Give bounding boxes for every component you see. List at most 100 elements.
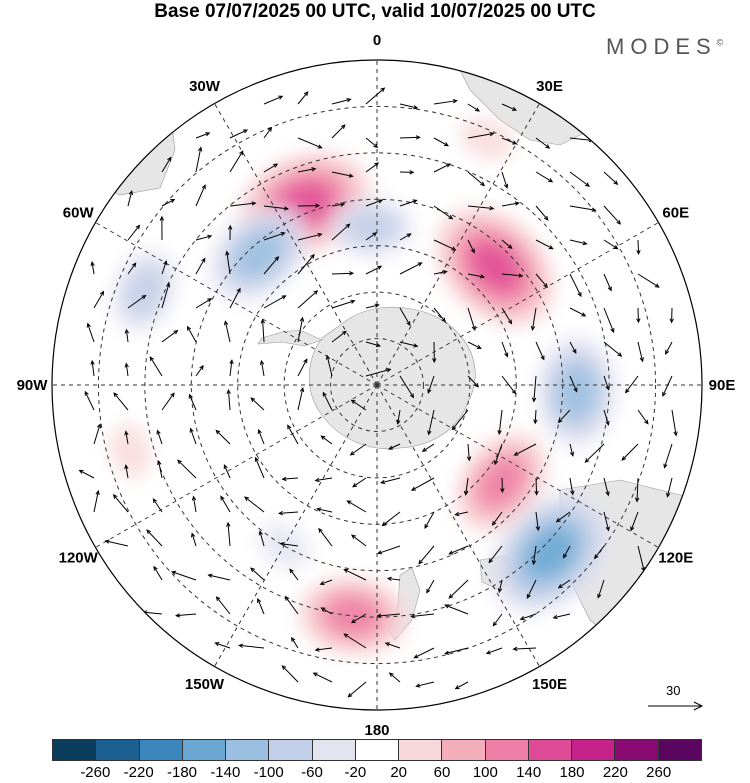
wind-vector	[195, 234, 213, 241]
wind-vector	[229, 150, 244, 173]
wind-vector	[501, 171, 509, 189]
wind-vector	[127, 294, 147, 309]
wind-vector	[297, 232, 323, 241]
wind-vector	[189, 427, 197, 445]
meridian-line	[214, 384, 378, 667]
wind-vector	[636, 239, 641, 256]
wind-vector	[512, 646, 537, 652]
wind-vector	[350, 613, 367, 624]
wind-vector	[399, 233, 412, 241]
meridian-line	[214, 103, 378, 386]
colorbar-swatch	[139, 739, 183, 761]
wind-vector	[93, 290, 105, 309]
wind-vector	[331, 330, 347, 343]
wind-vector	[124, 362, 129, 377]
wind-vector	[535, 273, 548, 289]
wind-vector	[467, 273, 486, 279]
wind-vector	[433, 239, 457, 251]
wind-vector	[229, 129, 249, 139]
wind-vector	[84, 390, 95, 411]
wind-vector	[597, 579, 605, 599]
wind-vector	[297, 203, 321, 208]
wind-vector	[603, 239, 619, 250]
wind-vector	[161, 156, 172, 173]
wind-vector	[501, 239, 513, 249]
wind-vector	[343, 633, 367, 649]
brand-mark: ©	[716, 37, 724, 48]
wind-vector	[380, 477, 401, 485]
wind-vector	[207, 573, 231, 581]
anomaly-contour	[459, 117, 514, 161]
wind-vector	[152, 498, 163, 513]
wind-vector	[127, 224, 141, 241]
wind-vector	[563, 545, 571, 559]
anomaly-contour	[478, 456, 525, 508]
brand-logo: MODES©	[606, 34, 723, 60]
wind-vector	[263, 295, 287, 309]
wind-vector	[603, 307, 615, 334]
wind-vector	[384, 642, 401, 649]
wind-vector	[594, 545, 605, 560]
wind-vector	[603, 205, 622, 225]
wind-vector	[388, 672, 401, 683]
wind-vector	[257, 597, 265, 615]
wind-vector	[467, 103, 481, 112]
wind-vector	[519, 613, 537, 621]
wind-vector	[467, 239, 475, 254]
antarctic-peninsula	[257, 329, 323, 347]
wind-vector	[289, 568, 299, 581]
wind-vector	[621, 443, 639, 461]
wind-vector	[399, 375, 415, 399]
wind-vector	[634, 477, 640, 503]
wind-vector	[467, 375, 480, 388]
longitude-label: 30W	[189, 78, 221, 95]
colorbar-swatch	[96, 739, 140, 761]
wind-vector	[376, 613, 401, 618]
wind-vector	[331, 299, 356, 309]
wind-vector	[149, 356, 163, 377]
latitude-circle	[97, 105, 657, 665]
wind-vector	[226, 521, 231, 547]
wind-vector	[287, 424, 299, 445]
wind-vector	[127, 190, 134, 207]
wind-vector	[146, 529, 163, 547]
wind-vector	[501, 137, 518, 145]
wind-vector	[501, 341, 509, 358]
wind-vector	[214, 641, 231, 649]
wind-vector	[427, 409, 435, 436]
wind-vector	[396, 409, 401, 425]
wind-vector	[78, 469, 95, 479]
wind-vector	[161, 282, 171, 309]
wind-vector	[93, 489, 100, 513]
wind-vector	[352, 477, 367, 488]
wind-vector	[297, 358, 308, 377]
colorbar-tick-label: 140	[516, 764, 542, 781]
wind-vector	[263, 126, 273, 139]
wind-vector	[319, 579, 333, 586]
wind-vector	[124, 430, 129, 445]
longitude-label: 120E	[658, 550, 693, 567]
wind-vector	[186, 325, 197, 343]
colorbar-tick-label: 260	[646, 764, 672, 781]
wind-vector	[281, 476, 299, 482]
wind-vector	[365, 87, 386, 105]
colorbar-tick-label: -60	[301, 764, 323, 781]
wind-vector	[112, 494, 129, 513]
wind-vector	[526, 579, 537, 599]
wind-vector	[444, 604, 469, 615]
anomaly-field	[109, 117, 617, 657]
wind-vector	[331, 202, 346, 207]
wind-vector	[463, 477, 469, 496]
wind-vector	[467, 205, 495, 211]
wind-vector	[320, 607, 333, 615]
wind-vector	[399, 103, 419, 110]
longitude-label: 30E	[536, 78, 563, 95]
wind-vector	[124, 328, 130, 343]
longitude-label: 120W	[59, 550, 99, 567]
wind-vector	[343, 568, 367, 581]
wind-vector	[663, 443, 673, 469]
wind-vector	[555, 511, 571, 523]
colorbar-swatch	[572, 739, 616, 761]
wind-vector	[365, 162, 380, 173]
colorbar-swatch	[615, 739, 659, 761]
